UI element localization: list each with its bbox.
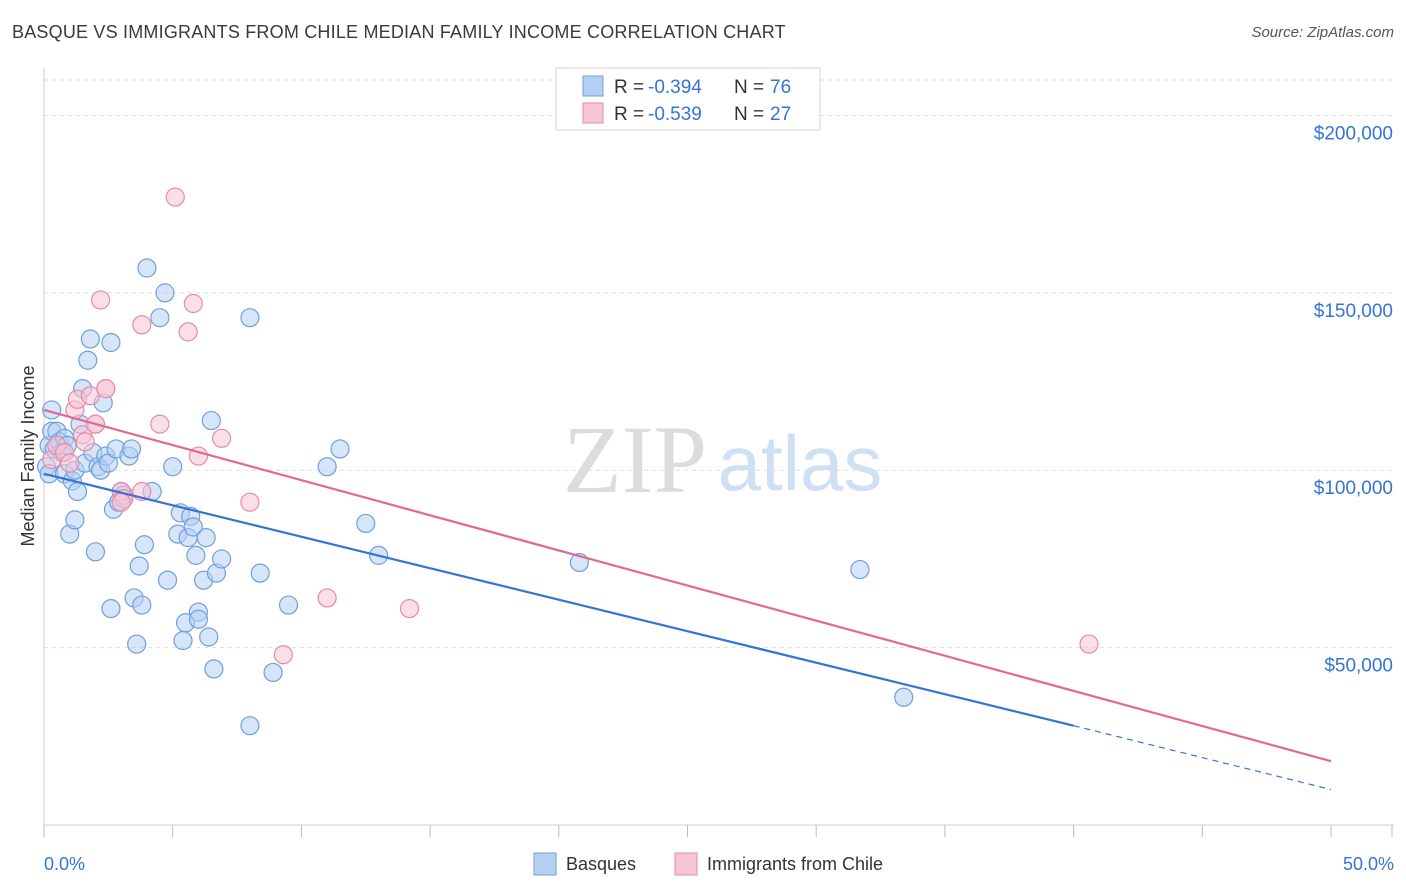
data-point-chile xyxy=(60,453,80,473)
x-tick-label-min: 0.0% xyxy=(44,854,85,874)
data-point-basques xyxy=(101,598,121,619)
data-point-chile xyxy=(178,322,198,342)
data-point-basques xyxy=(201,410,221,431)
data-point-chile xyxy=(96,379,116,399)
data-point-basques xyxy=(240,716,260,736)
data-point-basques xyxy=(250,563,270,583)
legend-r-value-chile: -0.539 xyxy=(648,104,702,125)
watermark-atlas: atlas xyxy=(718,419,883,507)
data-point-basques xyxy=(65,510,85,530)
data-point-basques xyxy=(199,627,219,647)
legend-n-label-chile: N = xyxy=(734,104,764,125)
data-point-basques xyxy=(188,609,209,629)
data-point-basques xyxy=(263,662,283,683)
data-point-chile xyxy=(317,588,337,608)
data-point-basques xyxy=(317,457,337,477)
data-point-chile xyxy=(132,315,152,335)
trend-line-chile xyxy=(43,408,1332,763)
data-point-chile xyxy=(1079,634,1099,654)
data-point-chile xyxy=(399,598,420,619)
bottom-legend-swatch-basques xyxy=(533,852,557,876)
data-point-basques xyxy=(134,535,154,555)
data-point-basques xyxy=(356,513,376,534)
y-axis-title: Median Family Income xyxy=(18,365,38,546)
data-point-chile xyxy=(111,492,131,512)
data-point-chile xyxy=(240,492,260,512)
legend-n-value-basques: 76 xyxy=(770,77,791,98)
data-point-chile xyxy=(91,290,111,310)
trend-line-extension-basques xyxy=(1073,725,1332,791)
watermark: ZIP atlas xyxy=(563,406,882,513)
y-tick-label: $200,000 xyxy=(1314,123,1393,144)
data-point-basques xyxy=(78,350,98,370)
data-point-basques xyxy=(196,528,216,548)
data-point-chile xyxy=(165,187,185,207)
chart-source: Source: ZipAtlas.com xyxy=(1251,24,1394,41)
data-point-basques xyxy=(132,595,152,615)
data-point-basques xyxy=(150,308,170,328)
grid-layer xyxy=(44,79,1394,649)
data-point-basques xyxy=(204,659,224,679)
data-point-basques xyxy=(894,687,914,707)
data-point-basques xyxy=(163,457,183,477)
data-point-basques xyxy=(183,517,203,537)
data-point-basques xyxy=(330,439,350,459)
data-point-basques xyxy=(85,542,106,562)
legend-n-label-basques: N = xyxy=(734,77,764,98)
data-point-basques xyxy=(129,556,149,576)
data-point-basques xyxy=(157,570,178,590)
bottom-legend-label-chile: Immigrants from Chile xyxy=(707,854,883,874)
data-point-basques xyxy=(212,549,232,569)
chart-title: BASQUE VS IMMIGRANTS FROM CHILE MEDIAN F… xyxy=(12,22,786,42)
data-point-basques xyxy=(101,332,121,353)
trend-line-basques xyxy=(43,472,1074,727)
watermark-zip: ZIP xyxy=(563,406,707,513)
trend-layer xyxy=(43,408,1332,791)
legend-swatch-chile xyxy=(582,102,604,124)
data-point-basques xyxy=(121,439,142,459)
data-point-basques xyxy=(155,283,175,303)
data-point-basques xyxy=(278,595,299,615)
data-point-chile xyxy=(273,645,293,665)
data-point-basques xyxy=(240,308,260,328)
data-point-basques xyxy=(80,329,100,349)
bottom-legend-swatch-chile xyxy=(674,852,698,876)
data-point-basques xyxy=(42,400,62,420)
data-point-basques xyxy=(850,559,870,580)
data-point-chile xyxy=(212,428,232,448)
x-tick-label-max: 50.0% xyxy=(1343,854,1394,874)
data-point-chile xyxy=(183,293,203,314)
legend-r-label-basques: R = xyxy=(614,77,644,98)
legend-r-value-basques: -0.394 xyxy=(648,77,702,98)
data-point-basques xyxy=(173,630,193,651)
y-tick-label: $150,000 xyxy=(1314,301,1393,322)
legend-swatch-basques xyxy=(582,75,604,97)
legend-n-value-chile: 27 xyxy=(770,104,791,125)
legend-r-label-chile: R = xyxy=(614,104,644,125)
data-point-chile xyxy=(150,414,170,434)
bottom-legend-label-basques: Basques xyxy=(566,854,636,874)
y-tick-label: $100,000 xyxy=(1314,478,1393,499)
bottom-legend: Basques Immigrants from Chile xyxy=(533,852,883,876)
data-point-chile xyxy=(75,432,95,452)
data-point-basques xyxy=(186,545,206,565)
data-point-basques xyxy=(137,258,157,278)
data-point-basques xyxy=(127,634,147,654)
data-point-basques xyxy=(67,481,88,502)
y-tick-label: $50,000 xyxy=(1324,656,1393,677)
legend: R = -0.394 N = 76 R = -0.539 N = 27 xyxy=(555,67,821,131)
